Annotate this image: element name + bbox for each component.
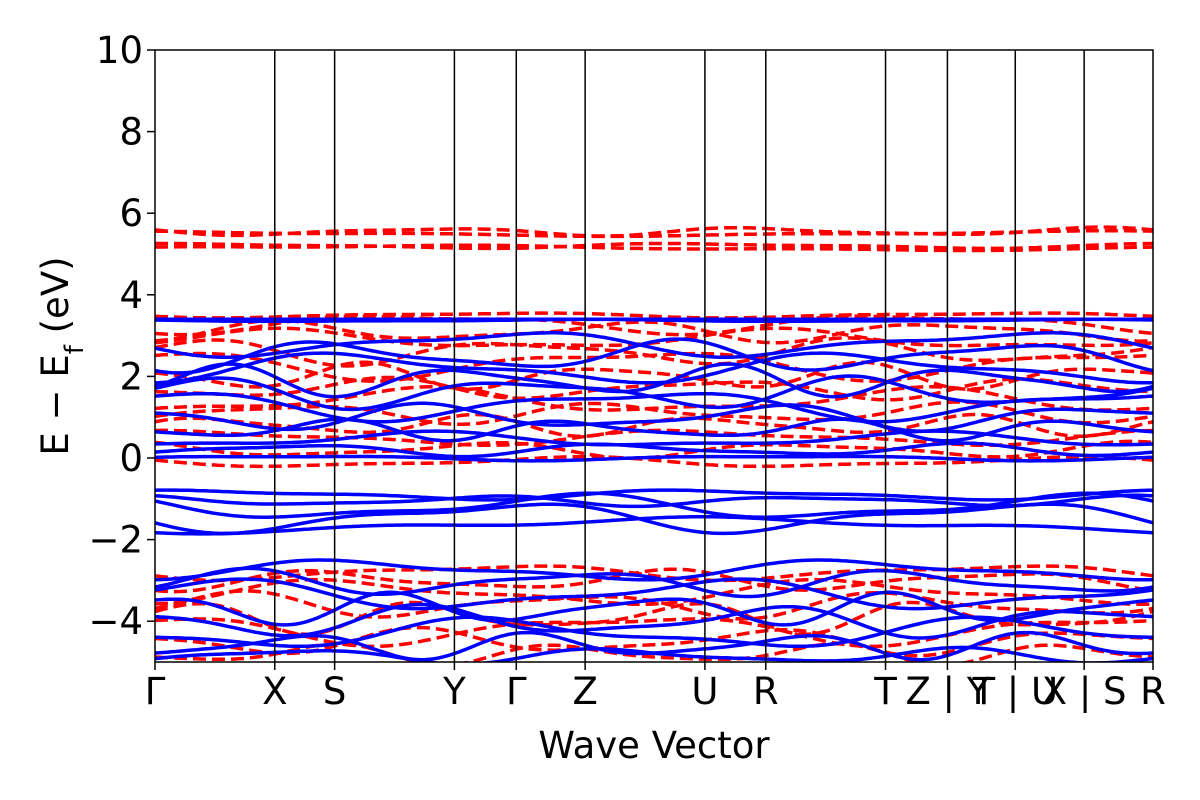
solid-blue-band-line [155,577,1153,611]
dashed-red-band-line [155,564,1153,583]
y-tick-label: 2 [119,355,143,398]
y-tick-label: 10 [96,29,143,72]
solid-blue-band-line [155,391,1153,424]
y-axis-ticks: 10 8 6 4 2 0 −2 −4 [88,29,155,643]
solid-blue-band-line [155,454,1153,463]
solid-blue-band-line [155,645,1153,662]
solid-blue-band-line [155,429,1153,447]
solid-blue-band-line [155,491,1153,519]
dashed-red-band-line [155,617,1153,649]
solid-blue-band-line [155,502,1153,536]
x-tick-label: U [691,670,718,713]
solid-blue-band-line [155,401,1153,433]
x-tick-label: S [323,670,347,713]
y-tick-label: 6 [119,192,143,235]
y-tick-label: −2 [88,519,143,562]
dashed-red-band-line [155,243,1153,253]
dashed-red-band-line [155,225,1153,238]
solid-blue-band-line [155,558,1153,582]
bands-layer [155,225,1153,662]
solid-blue-band-line [155,337,1153,375]
x-tick-label: Z [572,670,597,713]
x-tick-label: X [262,670,287,713]
dashed-red-band-line [155,351,1153,383]
solid-blue-band-line [155,362,1153,399]
solid-blue-band-line [155,488,1153,502]
x-tick-label: Γ [506,670,527,713]
x-tick-label: Y [442,670,466,713]
dashed-red-band-line [155,577,1153,607]
dashed-red-band-line [155,567,1153,594]
y-tick-label: 0 [119,437,143,480]
solid-blue-band-line [155,566,1153,599]
y-tick-label: −4 [88,600,143,643]
plot-frame [154,49,1154,663]
solid-blue-band-line [155,515,1153,536]
solid-blue-band-line [155,615,1153,649]
y-axis-label-main: E − E [34,354,77,455]
y-axis-label: E − Ef (eV) [34,256,90,455]
dashed-red-band-line [155,311,1153,320]
y-axis-label-unit: (eV) [34,256,77,345]
dashed-red-band-line [155,642,1153,662]
dashed-red-band-line [155,314,1153,337]
solid-blue-band-line [155,351,1153,385]
x-tick-label: Γ [145,670,166,713]
x-tick-label: T | U [971,670,1058,713]
dashed-red-band-line [155,454,1153,469]
solid-blue-band-line [155,590,1153,627]
solid-blue-band-line [155,441,1153,459]
x-tick-label: T [873,670,897,713]
solid-blue-band-line [155,331,1153,359]
solid-blue-band-line [155,317,1153,324]
dashed-red-band-line [155,318,1153,345]
high-symmetry-lines [274,50,1085,662]
x-tick-label: Z | Y [905,670,989,713]
y-axis-label-sub: f [60,344,90,354]
x-tick-label: R [1140,670,1166,713]
y-tick-label: 4 [119,274,143,317]
solid-blue-band-line [155,602,1153,640]
dashed-red-band-line [155,228,1153,239]
x-tick-label: R [753,670,779,713]
dashed-red-band-line [155,241,1153,251]
y-tick-label: 8 [119,111,143,154]
x-tick-label: X | S [1042,670,1127,713]
x-axis-label: Wave Vector [538,724,770,767]
